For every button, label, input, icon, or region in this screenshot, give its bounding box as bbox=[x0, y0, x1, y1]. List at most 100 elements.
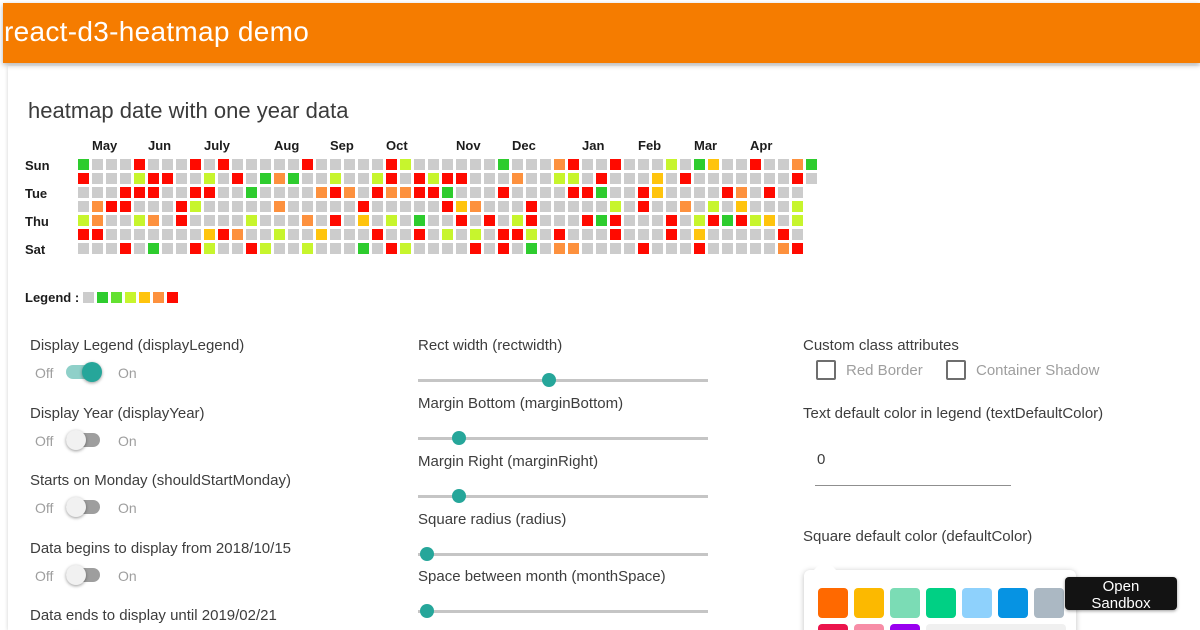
heatmap-cell[interactable] bbox=[526, 187, 537, 198]
heatmap-cell[interactable] bbox=[92, 159, 103, 170]
heatmap-cell[interactable] bbox=[526, 229, 537, 240]
heatmap-cell[interactable] bbox=[372, 229, 383, 240]
heatmap-cell[interactable] bbox=[764, 159, 775, 170]
heatmap-cell[interactable] bbox=[316, 173, 327, 184]
heatmap-cell[interactable] bbox=[232, 215, 243, 226]
heatmap-cell[interactable] bbox=[750, 187, 761, 198]
heatmap-cell[interactable] bbox=[386, 243, 397, 254]
heatmap-cell[interactable] bbox=[176, 201, 187, 212]
heatmap-cell[interactable] bbox=[456, 201, 467, 212]
heatmap-cell[interactable] bbox=[456, 215, 467, 226]
heatmap-cell[interactable] bbox=[470, 187, 481, 198]
heatmap-cell[interactable] bbox=[148, 215, 159, 226]
heatmap-cell[interactable] bbox=[246, 215, 257, 226]
heatmap-cell[interactable] bbox=[638, 187, 649, 198]
heatmap-cell[interactable] bbox=[582, 187, 593, 198]
heatmap-cell[interactable] bbox=[148, 243, 159, 254]
heatmap-cell[interactable] bbox=[792, 173, 803, 184]
heatmap-cell[interactable] bbox=[638, 159, 649, 170]
heatmap-cell[interactable] bbox=[330, 215, 341, 226]
heatmap-cell[interactable] bbox=[540, 243, 551, 254]
heatmap-cell[interactable] bbox=[330, 187, 341, 198]
color-swatch[interactable] bbox=[818, 588, 848, 618]
slider-track[interactable] bbox=[418, 431, 708, 445]
toggle-switch[interactable] bbox=[66, 430, 102, 450]
heatmap-cell[interactable] bbox=[414, 173, 425, 184]
heatmap-cell[interactable] bbox=[764, 173, 775, 184]
heatmap-cell[interactable] bbox=[750, 173, 761, 184]
heatmap-cell[interactable] bbox=[274, 229, 285, 240]
heatmap-cell[interactable] bbox=[190, 229, 201, 240]
heatmap-cell[interactable] bbox=[470, 243, 481, 254]
heatmap-cell[interactable] bbox=[610, 159, 621, 170]
heatmap-cell[interactable] bbox=[652, 173, 663, 184]
heatmap-cell[interactable] bbox=[470, 201, 481, 212]
heatmap-cell[interactable] bbox=[792, 159, 803, 170]
heatmap-cell[interactable] bbox=[428, 173, 439, 184]
heatmap-cell[interactable] bbox=[792, 187, 803, 198]
heatmap-cell[interactable] bbox=[680, 201, 691, 212]
heatmap-cell[interactable] bbox=[540, 215, 551, 226]
heatmap-cell[interactable] bbox=[582, 201, 593, 212]
heatmap-cell[interactable] bbox=[190, 201, 201, 212]
heatmap-cell[interactable] bbox=[92, 187, 103, 198]
heatmap-cell[interactable] bbox=[386, 229, 397, 240]
heatmap-cell[interactable] bbox=[456, 243, 467, 254]
heatmap-cell[interactable] bbox=[708, 215, 719, 226]
heatmap-cell[interactable] bbox=[316, 215, 327, 226]
heatmap-cell[interactable] bbox=[722, 243, 733, 254]
heatmap-cell[interactable] bbox=[470, 229, 481, 240]
heatmap-cell[interactable] bbox=[736, 215, 747, 226]
heatmap-cell[interactable] bbox=[414, 159, 425, 170]
heatmap-cell[interactable] bbox=[750, 229, 761, 240]
heatmap-cell[interactable] bbox=[120, 201, 131, 212]
heatmap-cell[interactable] bbox=[708, 173, 719, 184]
heatmap-cell[interactable] bbox=[568, 243, 579, 254]
heatmap-cell[interactable] bbox=[106, 159, 117, 170]
heatmap-cell[interactable] bbox=[680, 243, 691, 254]
heatmap-cell[interactable] bbox=[568, 215, 579, 226]
heatmap-cell[interactable] bbox=[232, 173, 243, 184]
color-swatch[interactable] bbox=[998, 588, 1028, 618]
heatmap-cell[interactable] bbox=[428, 159, 439, 170]
heatmap-cell[interactable] bbox=[736, 173, 747, 184]
heatmap-cell[interactable] bbox=[694, 243, 705, 254]
heatmap-cell[interactable] bbox=[540, 201, 551, 212]
heatmap-cell[interactable] bbox=[218, 187, 229, 198]
heatmap-cell[interactable] bbox=[484, 173, 495, 184]
heatmap-cell[interactable] bbox=[498, 159, 509, 170]
heatmap-cell[interactable] bbox=[204, 243, 215, 254]
heatmap-cell[interactable] bbox=[260, 229, 271, 240]
heatmap-cell[interactable] bbox=[232, 229, 243, 240]
heatmap-cell[interactable] bbox=[400, 159, 411, 170]
heatmap-cell[interactable] bbox=[162, 243, 173, 254]
heatmap-cell[interactable] bbox=[344, 173, 355, 184]
open-sandbox-button[interactable]: Open Sandbox bbox=[1065, 577, 1177, 612]
heatmap-cell[interactable] bbox=[428, 201, 439, 212]
heatmap-cell[interactable] bbox=[750, 243, 761, 254]
heatmap-cell[interactable] bbox=[428, 187, 439, 198]
heatmap-cell[interactable] bbox=[722, 173, 733, 184]
heatmap-cell[interactable] bbox=[148, 201, 159, 212]
heatmap-cell[interactable] bbox=[218, 243, 229, 254]
heatmap-cell[interactable] bbox=[148, 229, 159, 240]
heatmap-cell[interactable] bbox=[358, 229, 369, 240]
heatmap-cell[interactable] bbox=[708, 159, 719, 170]
heatmap-cell[interactable] bbox=[274, 187, 285, 198]
heatmap-cell[interactable] bbox=[330, 173, 341, 184]
heatmap-cell[interactable] bbox=[302, 187, 313, 198]
heatmap-cell[interactable] bbox=[512, 201, 523, 212]
heatmap-cell[interactable] bbox=[78, 201, 89, 212]
heatmap-cell[interactable] bbox=[722, 187, 733, 198]
heatmap-cell[interactable] bbox=[484, 187, 495, 198]
heatmap-cell[interactable] bbox=[106, 243, 117, 254]
heatmap-cell[interactable] bbox=[722, 215, 733, 226]
heatmap-cell[interactable] bbox=[666, 173, 677, 184]
heatmap-cell[interactable] bbox=[792, 215, 803, 226]
heatmap-cell[interactable] bbox=[708, 229, 719, 240]
slider-knob[interactable] bbox=[541, 373, 556, 387]
heatmap-cell[interactable] bbox=[680, 159, 691, 170]
heatmap-cell[interactable] bbox=[582, 159, 593, 170]
heatmap-cell[interactable] bbox=[414, 229, 425, 240]
heatmap-cell[interactable] bbox=[260, 173, 271, 184]
